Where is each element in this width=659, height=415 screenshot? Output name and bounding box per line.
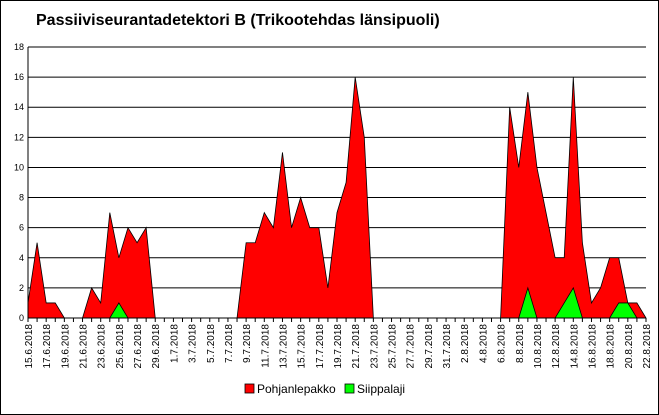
y-tick-label: 14 [14, 102, 24, 112]
series-area-pohjanlepakko [27, 77, 647, 319]
x-tick-label: 14.8.2018 [569, 324, 580, 369]
x-tick-label: 23.7.2018 [369, 324, 380, 369]
x-tick-label: 31.7.2018 [442, 324, 453, 369]
x-tick-label: 13.7.2018 [278, 324, 289, 369]
x-tick-label: 12.8.2018 [551, 324, 562, 369]
x-tick-label: 3.7.2018 [188, 324, 199, 363]
x-tick-label: 15.6.2018 [24, 324, 35, 369]
x-tick-label: 17.6.2018 [42, 324, 53, 369]
y-tick-label: 0 [19, 313, 24, 323]
chart-title: Passiiviseurantadetektori B (Trikootehda… [36, 12, 440, 29]
y-tick-label: 8 [19, 193, 24, 203]
y-tick-label: 6 [19, 223, 24, 233]
y-tick-label: 10 [14, 162, 24, 172]
y-tick-label: 12 [14, 132, 24, 142]
x-tick-label: 8.8.2018 [515, 324, 526, 363]
x-tick-label: 1.7.2018 [169, 324, 180, 363]
x-tick-label: 29.6.2018 [151, 324, 162, 369]
x-tick-label: 2.8.2018 [460, 324, 471, 363]
x-tick-label: 27.6.2018 [133, 324, 144, 369]
x-tick-label: 11.7.2018 [260, 324, 271, 368]
x-tick-label: 15.7.2018 [297, 324, 308, 369]
x-tick-label: 25.6.2018 [115, 324, 126, 369]
x-tick-label: 21.7.2018 [351, 324, 362, 369]
y-tick-label: 2 [19, 283, 24, 293]
x-tick-label: 4.8.2018 [478, 324, 489, 363]
x-tick-label: 16.8.2018 [587, 324, 598, 369]
y-tick-label: 16 [14, 72, 24, 82]
x-tick-label: 18.8.2018 [606, 324, 617, 369]
x-tick-label: 10.8.2018 [533, 324, 544, 369]
x-tick-label: 23.6.2018 [97, 324, 108, 369]
x-tick-label: 22.8.2018 [642, 324, 653, 369]
x-tick-label: 19.6.2018 [60, 324, 71, 369]
x-tick-label: 25.7.2018 [388, 324, 399, 369]
y-tick-label: 18 [14, 42, 24, 52]
legend-swatch-pohjanlepakko [244, 383, 255, 394]
x-tick-label: 9.7.2018 [242, 324, 253, 363]
x-tick-label: 27.7.2018 [406, 324, 417, 369]
x-tick-label: 29.7.2018 [424, 324, 435, 369]
x-tick-label: 17.7.2018 [315, 324, 326, 369]
x-tick-label: 6.8.2018 [497, 324, 508, 363]
x-tick-label: 5.7.2018 [206, 324, 217, 363]
x-tick-label: 19.7.2018 [333, 324, 344, 369]
legend-label-pohjanlepakko: Pohjanlepakko [257, 382, 336, 396]
legend-label-siippalaji: Siippalaji [357, 382, 405, 396]
y-tick-label: 4 [19, 253, 24, 263]
legend-swatch-siippalaji [344, 383, 355, 394]
x-tick-label: 7.7.2018 [224, 324, 235, 363]
x-tick-label: 20.8.2018 [624, 324, 635, 369]
x-tick-label: 21.6.2018 [79, 324, 90, 369]
